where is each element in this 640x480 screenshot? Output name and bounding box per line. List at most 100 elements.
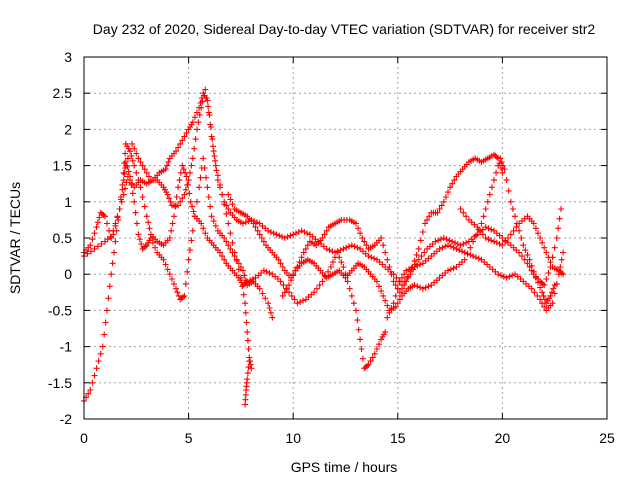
data-point: [244, 337, 251, 344]
data-point: [202, 230, 209, 237]
data-point: [277, 260, 284, 267]
data-point: [244, 329, 251, 336]
data-point: [212, 222, 219, 229]
data-point: [367, 358, 374, 365]
data-point: [203, 174, 209, 181]
data-point: [334, 248, 341, 255]
data-point: [194, 126, 200, 133]
data-point: [447, 266, 454, 273]
data-point: [283, 285, 290, 292]
data-point: [85, 390, 92, 397]
data-point: [118, 194, 124, 200]
data-point: [210, 148, 217, 155]
data-point: [298, 254, 305, 261]
data-point: [399, 274, 405, 281]
data-point: [300, 249, 307, 256]
data-point: [141, 166, 148, 173]
data-point: [534, 292, 541, 299]
data-point: [530, 220, 537, 227]
data-point: [127, 148, 133, 155]
data-point: [100, 212, 107, 219]
data-point: [390, 278, 397, 285]
data-point: [253, 219, 260, 226]
data-point: [279, 264, 286, 270]
data-point: [422, 220, 428, 227]
data-point: [323, 227, 330, 234]
data-point: [404, 274, 411, 281]
data-point: [524, 260, 531, 267]
data-point: [269, 314, 276, 321]
data-point: [91, 230, 98, 237]
data-point: [403, 278, 410, 285]
data-point: [286, 282, 292, 289]
x-axis-label: GPS time / hours: [291, 459, 398, 475]
data-point: [353, 307, 359, 314]
data-point: [463, 239, 470, 246]
data-point: [281, 289, 288, 296]
data-point: [197, 174, 204, 181]
data-point: [500, 162, 507, 169]
data-point: [537, 284, 544, 291]
data-point: [175, 144, 182, 151]
data-point: [327, 264, 334, 270]
data-point: [485, 236, 492, 243]
data-point: [359, 355, 366, 362]
data-point: [417, 237, 424, 244]
data-point: [558, 206, 564, 212]
y-tick-label: 1: [64, 194, 72, 210]
data-point: [287, 232, 294, 239]
data-point: [403, 267, 410, 274]
chart-title: Day 232 of 2020, Sidereal Day-to-day VTE…: [93, 21, 596, 37]
data-point: [415, 256, 422, 263]
data-point: [182, 186, 189, 193]
data-point: [205, 194, 212, 200]
data-point: [434, 209, 441, 216]
data-point: [424, 216, 431, 223]
data-point: [214, 177, 221, 184]
data-point: [392, 282, 399, 289]
data-point: [227, 230, 234, 237]
data-point: [449, 180, 456, 187]
data-point: [198, 104, 205, 111]
data-point: [380, 242, 387, 249]
data-point: [340, 245, 347, 252]
data-point: [105, 295, 112, 302]
data-point: [136, 236, 143, 243]
data-point: [108, 235, 115, 241]
data-point: [478, 220, 485, 227]
data-point: [539, 239, 546, 246]
data-point: [152, 244, 159, 251]
data-point: [183, 173, 190, 180]
data-point: [201, 165, 208, 171]
data-point: [392, 292, 399, 299]
y-tick-label: -1: [60, 339, 73, 355]
data-point: [417, 261, 424, 268]
data-point: [242, 300, 249, 307]
data-point: [168, 227, 175, 234]
data-point: [556, 215, 563, 222]
data-point: [124, 163, 131, 170]
data-point: [229, 239, 236, 246]
data-point: [265, 300, 272, 307]
data-point: [457, 242, 464, 249]
data-point: [137, 184, 144, 191]
data-point: [273, 231, 280, 238]
data-point: [357, 230, 364, 237]
data-point: [109, 260, 116, 267]
data-point: [181, 292, 188, 299]
data-point: [133, 169, 140, 176]
data-point: [355, 326, 362, 333]
data-point: [227, 196, 234, 203]
data-point: [426, 213, 433, 220]
data-point: [488, 237, 495, 244]
data-point: [195, 119, 202, 126]
data-point: [166, 271, 173, 278]
data-point: [472, 254, 479, 261]
data-point: [311, 289, 318, 296]
data-point: [129, 140, 136, 147]
data-point: [185, 256, 192, 263]
data-point: [116, 206, 123, 212]
data-point: [436, 245, 443, 252]
data-point: [217, 249, 223, 256]
